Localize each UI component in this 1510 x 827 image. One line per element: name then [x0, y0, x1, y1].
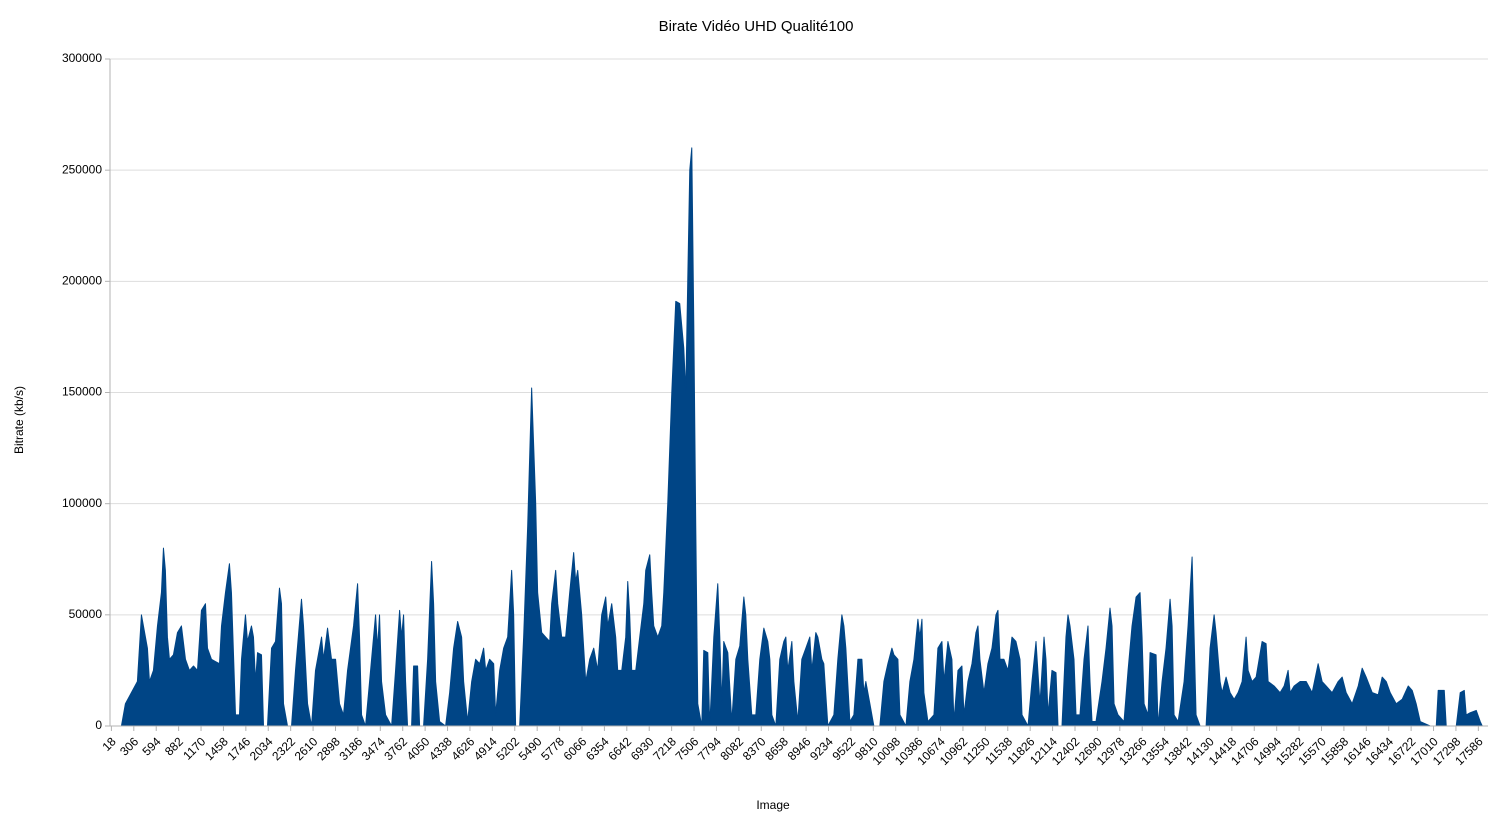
x-tick-label: 8946: [785, 734, 814, 763]
chart-title: Birate Vidéo UHD Qualité100: [659, 18, 854, 35]
x-tick-label: 3186: [336, 734, 365, 763]
x-tick-label: 3474: [359, 734, 388, 763]
x-tick-label: 5490: [516, 734, 545, 763]
x-tick-label: 6642: [605, 734, 634, 763]
y-axis-label: Bitrate (kb/s): [12, 386, 26, 454]
x-tick-label: 594: [140, 734, 164, 758]
x-tick-label: 1458: [202, 734, 231, 763]
x-tick-label: 7218: [650, 734, 679, 763]
x-tick-label: 1746: [224, 734, 253, 763]
x-tick-label: 5778: [538, 734, 567, 763]
x-tick-label: 1170: [180, 734, 208, 762]
x-tick-label: 3762: [381, 734, 410, 763]
x-tick-label: 9522: [829, 734, 858, 763]
y-tick-label: 50000: [69, 607, 103, 621]
x-tick-label: 7794: [695, 734, 724, 763]
x-tick-label: 6066: [561, 734, 590, 763]
x-tick-label: 4626: [449, 734, 478, 763]
x-tick-label: 5202: [493, 734, 522, 763]
x-tick-label: 8370: [740, 734, 769, 763]
area: [110, 147, 1483, 727]
y-tick-label: 300000: [62, 51, 102, 65]
y-tick-label: 250000: [62, 162, 102, 176]
x-tick-label: 4338: [426, 734, 455, 763]
x-tick-label: 7506: [673, 734, 702, 763]
y-tick-label: 100000: [62, 496, 102, 510]
x-tick-label: 6354: [583, 734, 612, 763]
x-axis-label: Image: [756, 798, 790, 812]
x-tick-label: 9234: [807, 734, 836, 763]
x-tick-label: 306: [117, 734, 141, 758]
x-tick-label: 2322: [269, 734, 298, 763]
x-tick-label: 2898: [314, 734, 343, 763]
y-tick-label: 0: [95, 718, 102, 732]
x-tick-label: 8658: [762, 734, 791, 763]
y-tick-label: 200000: [62, 274, 102, 288]
x-tick-label: 4914: [471, 734, 500, 763]
x-tick-label: 4050: [404, 734, 433, 763]
x-tick-label: 8082: [717, 734, 746, 763]
x-tick-label: 2034: [247, 734, 276, 763]
x-tick-label: 2610: [292, 734, 321, 763]
y-tick-label: 150000: [62, 385, 102, 399]
x-tick-label: 6930: [628, 734, 657, 763]
x-tick-label: 18: [99, 734, 119, 754]
